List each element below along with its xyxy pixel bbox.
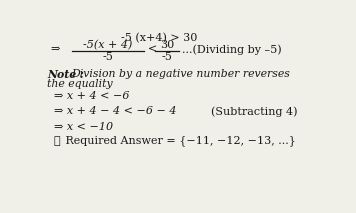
Text: -5: -5	[162, 52, 172, 62]
Text: -5 (x+4) > 30: -5 (x+4) > 30	[121, 33, 197, 43]
Text: <: <	[148, 44, 158, 54]
Text: (Subtracting 4): (Subtracting 4)	[211, 106, 298, 117]
Text: ⇒ x + 4 < −6: ⇒ x + 4 < −6	[54, 91, 129, 101]
Text: -5: -5	[103, 52, 114, 62]
Text: ⇒: ⇒	[51, 44, 60, 54]
Text: ∴: ∴	[54, 136, 61, 146]
Text: Division by a negative number reverses: Division by a negative number reverses	[71, 69, 290, 79]
Text: 30: 30	[160, 40, 174, 50]
Text: the equality: the equality	[47, 79, 112, 89]
Text: -5(x + 4): -5(x + 4)	[83, 40, 133, 50]
Text: ⇒ x < −10: ⇒ x < −10	[54, 122, 113, 132]
Text: ⇒ x + 4 − 4 < −6 − 4: ⇒ x + 4 − 4 < −6 − 4	[54, 106, 176, 117]
Text: ...(Dividing by –5): ...(Dividing by –5)	[183, 44, 282, 55]
Text: Required Answer = {−11, −12, −13, ...}: Required Answer = {−11, −12, −13, ...}	[62, 136, 295, 147]
Text: Note :: Note :	[47, 69, 88, 81]
